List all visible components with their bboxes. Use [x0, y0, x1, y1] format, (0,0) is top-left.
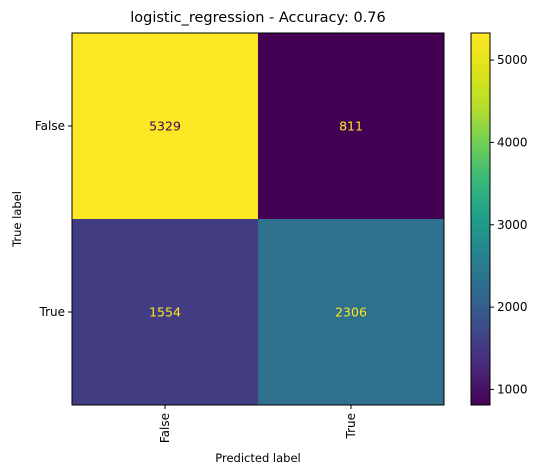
y-axis-ticks: False True — [35, 119, 72, 319]
y-tick-label: False — [35, 119, 65, 133]
cell-value-label: 5329 — [149, 119, 181, 134]
cell-value-label: 811 — [339, 119, 363, 134]
colorbar-tick-label: 1000 — [497, 382, 528, 396]
heatmap-cell-labels: 5329 811 1554 2306 — [149, 119, 367, 320]
colorbar-tick-label: 4000 — [497, 135, 528, 149]
heatmap-cell — [72, 33, 259, 220]
colorbar-tick-label: 2000 — [497, 300, 528, 314]
colorbar-frame — [470, 32, 491, 406]
heatmap-cell — [72, 219, 259, 406]
heatmap-cell — [258, 219, 445, 406]
colorbar — [471, 33, 490, 405]
x-tick-label: True — [344, 413, 358, 440]
cell-value-label: 1554 — [149, 305, 181, 320]
colorbar-ticks: 1000 2000 3000 4000 5000 — [490, 53, 528, 396]
plot-frame — [71, 32, 445, 406]
cell-value-label: 2306 — [335, 305, 367, 320]
x-axis-ticks: False True — [158, 405, 358, 443]
x-tick-label: False — [158, 413, 172, 443]
heatmap-cells — [72, 33, 445, 406]
colorbar-tick-label: 5000 — [497, 53, 528, 67]
y-axis-label: True label — [10, 191, 24, 248]
x-axis-label: Predicted label — [215, 451, 300, 465]
y-tick-label: True — [39, 305, 66, 319]
colorbar-tick-label: 3000 — [497, 218, 528, 232]
heatmap-cell — [258, 33, 445, 220]
chart-title: logistic_regression - Accuracy: 0.76 — [130, 10, 386, 26]
